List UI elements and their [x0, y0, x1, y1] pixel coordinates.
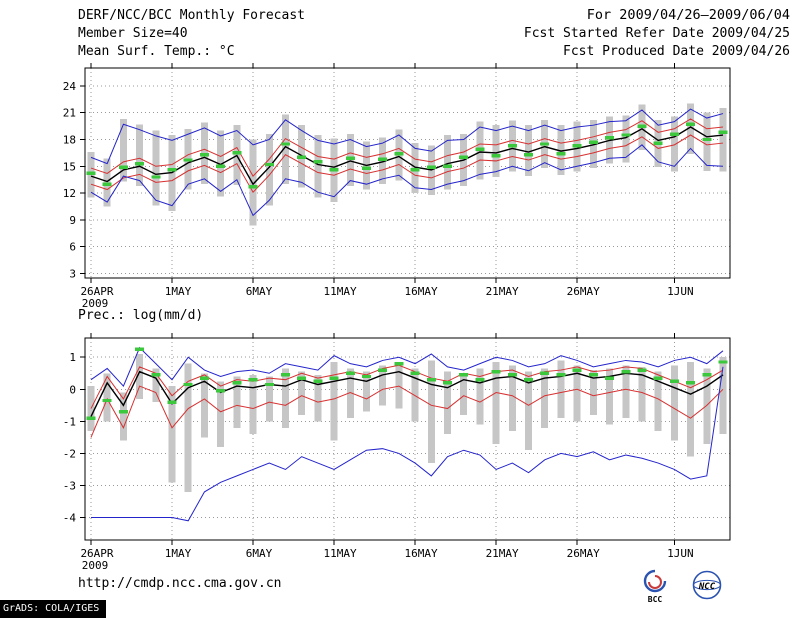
svg-text:1MAY: 1MAY [165, 285, 192, 298]
svg-text:15: 15 [63, 160, 76, 173]
svg-text:16MAY: 16MAY [405, 547, 438, 560]
svg-text:18: 18 [63, 133, 76, 146]
website-url: http://cmdp.ncc.cma.gov.cn [78, 576, 282, 591]
svg-text:24: 24 [63, 80, 77, 93]
median-markers [86, 122, 728, 189]
svg-text:-3: -3 [63, 479, 76, 492]
svg-text:-2: -2 [63, 447, 76, 460]
series-ens-min [90, 144, 724, 217]
bcc-logo-swirl-icon [643, 569, 667, 593]
svg-text:3: 3 [69, 268, 76, 281]
series-upper-quartile [90, 364, 724, 409]
axis-ticks [80, 63, 675, 283]
x-axis-year-label: 2009 [82, 559, 109, 572]
svg-text:16MAY: 16MAY [405, 285, 438, 298]
svg-text:11MAY: 11MAY [324, 285, 357, 298]
ncc-logo: NCC [692, 570, 722, 600]
page-title: DERF/NCC/BCC Monthly Forecast [78, 8, 305, 23]
grads-credit: GrADS: COLA/IGES [0, 600, 107, 618]
bcc-logo-text: BCC [648, 595, 663, 604]
plot-border [84, 337, 731, 541]
produced-date-label: Fcst Produced Date 2009/04/26 [563, 44, 790, 59]
prec-variable-label: Prec.: log(mm/d) [78, 308, 204, 323]
bcc-logo-inner-swirl-icon [648, 575, 662, 589]
svg-text:11MAY: 11MAY [324, 547, 357, 560]
x-axis-labels: 26APR 1MAY 6MAY 11MAY 16MAY 21MAY 26MAY 1JUN [80, 285, 693, 298]
svg-text:0: 0 [69, 383, 76, 396]
svg-text:12: 12 [63, 187, 76, 200]
svg-text:9: 9 [69, 214, 76, 227]
gridlines [85, 68, 730, 278]
bcc-logo: BCC [643, 569, 667, 604]
svg-text:-4: -4 [63, 512, 77, 525]
series-ens-min [91, 366, 724, 522]
y-axis-labels: 3 6 9 12 15 18 21 24 [63, 80, 77, 281]
series-ens-max [90, 346, 724, 388]
svg-text:26APR: 26APR [80, 547, 113, 560]
svg-text:1MAY: 1MAY [165, 547, 192, 560]
temperature-chart: 3 6 9 12 15 18 21 24 26APR 1MAY 6MAY 11MAY 16MAY 21MA… [63, 63, 731, 310]
axis-ticks [80, 333, 675, 545]
series-ens-mean [90, 370, 724, 417]
ensemble-spread-bars [87, 354, 727, 492]
series-lower-quartile [90, 134, 724, 194]
ensemble-spread-bars [87, 103, 727, 226]
series-lower-quartile [90, 385, 724, 438]
series-ens-max [90, 108, 724, 165]
svg-text:26MAY: 26MAY [567, 285, 600, 298]
x-axis-year-label: 2009 [82, 297, 109, 310]
svg-text:21: 21 [63, 107, 76, 120]
svg-text:21MAY: 21MAY [486, 547, 519, 560]
y-axis-labels: -4 -3 -2 -1 0 1 [63, 351, 77, 524]
svg-text:26APR: 26APR [80, 285, 113, 298]
temp-variable-label: Mean Surf. Temp.: °C [78, 44, 235, 59]
svg-text:26MAY: 26MAY [567, 547, 600, 560]
svg-text:6MAY: 6MAY [246, 547, 273, 560]
member-size-label: Member Size=40 [78, 26, 188, 41]
plot-border [84, 67, 731, 279]
svg-text:1: 1 [69, 351, 76, 364]
svg-text:1JUN: 1JUN [667, 547, 694, 560]
ncc-logo-meridian-icon [693, 579, 721, 591]
ncc-logo-text: NCC [698, 582, 716, 592]
x-axis-labels: 26APR 1MAY 6MAY 11MAY 16MAY 21MAY 26MAY 1JUN [80, 547, 693, 560]
svg-text:1JUN: 1JUN [667, 285, 694, 298]
svg-text:6: 6 [69, 241, 76, 254]
series-ens-mean [90, 126, 724, 186]
refer-date-label: Fcst Started Refer Date 2009/04/25 [523, 26, 790, 41]
median-markers [86, 347, 728, 420]
svg-text:-1: -1 [63, 415, 76, 428]
forecast-period-label: For 2009/04/26–2009/06/04 [586, 7, 790, 23]
svg-text:21MAY: 21MAY [486, 285, 519, 298]
series-upper-quartile [90, 118, 724, 177]
svg-text:6MAY: 6MAY [246, 285, 273, 298]
